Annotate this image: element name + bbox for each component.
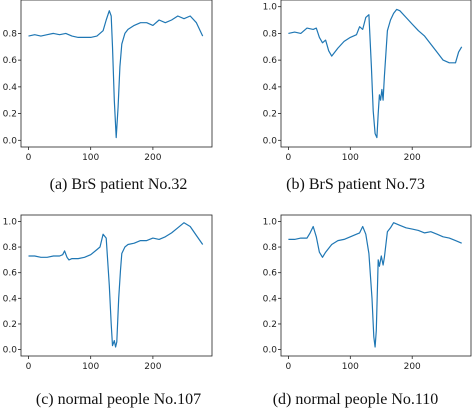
y-tick-label: 0.2 [3,320,17,330]
y-tick-label: 0.0 [3,346,18,356]
y-tick-label: 0.4 [3,294,18,304]
chart-panel-3: 0.0 0.2 0.4 0.6 0.8 1.0 0 100 200 [263,214,472,372]
x-tick-label: 200 [144,362,161,372]
y-tick-label: 0.4 [263,294,278,304]
caption-b: (b) BrS patient No.73 [286,176,425,193]
y-tick-label: 1.0 [263,3,278,13]
series-line [28,10,204,139]
y-tick-label: 0.4 [3,83,18,93]
axes-frame [280,214,472,357]
x-tick-label: 100 [342,362,359,372]
x-tick-label: 0 [26,153,32,163]
x-tick-label: 200 [404,153,421,163]
series-line [28,222,204,348]
y-tick-label: 0.8 [3,29,18,39]
y-tick-label: 0.0 [263,136,278,146]
chart-panel-1: 0.0 0.2 0.4 0.6 0.8 1.0 0 100 200 [263,0,472,163]
y-tick-label: 0.2 [3,110,17,120]
y-tick-label: 1.0 [263,217,278,227]
chart-panel-0: 0.0 0.2 0.4 0.6 0.8 0 100 200 [3,0,213,163]
series-line [288,222,462,348]
y-tick-label: 0.6 [3,269,18,279]
y-tick-label: 0.0 [263,346,278,356]
y-tick-label: 0.8 [263,29,278,39]
x-tick-label: 100 [342,153,359,163]
x-tick-label: 200 [404,362,421,372]
y-tick-label: 0.8 [3,243,18,253]
x-tick-label: 0 [286,153,292,163]
caption-a: (a) BrS patient No.32 [49,176,188,193]
chart-panel-2: 0.0 0.2 0.4 0.6 0.8 1.0 0 100 200 [3,214,213,372]
series-line [288,8,463,139]
axes-frame [20,0,213,148]
y-tick-label: 0.6 [263,269,278,279]
x-tick-label: 100 [82,362,99,372]
y-tick-label: 0.6 [3,56,18,66]
y-tick-label: 0.2 [263,320,277,330]
y-tick-label: 1.0 [3,217,18,227]
x-tick-label: 0 [286,362,292,372]
x-tick-label: 0 [26,362,32,372]
y-tick-label: 0.8 [263,243,278,253]
y-tick-label: 0.4 [263,83,278,93]
y-tick-label: 0.6 [263,56,278,66]
x-tick-label: 200 [144,153,161,163]
y-tick-label: 0.0 [3,136,18,146]
caption-c: (c) normal people No.107 [35,391,202,408]
x-tick-label: 100 [82,153,99,163]
caption-d: (d) normal people No.110 [272,391,439,408]
axes-frame [280,0,472,148]
y-tick-label: 0.2 [263,110,277,120]
axes-frame [20,214,213,357]
